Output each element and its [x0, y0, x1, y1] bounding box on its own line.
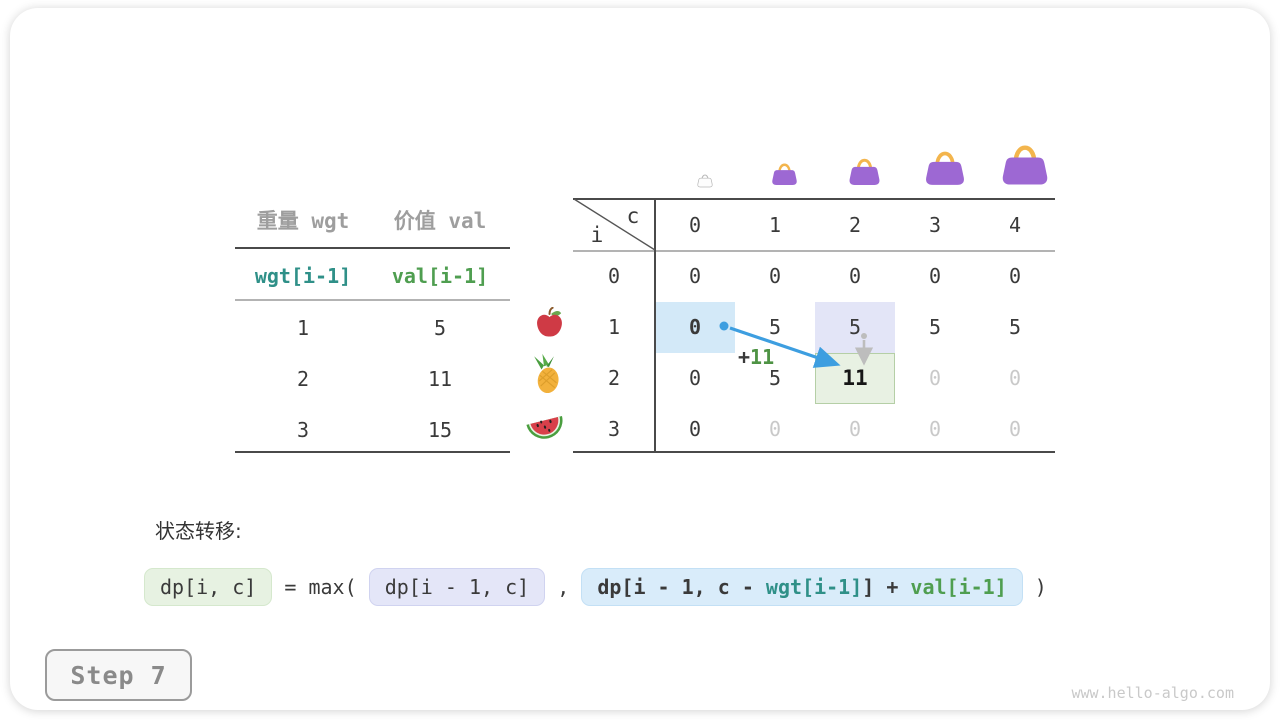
dp-cell: 0 [928, 264, 942, 288]
dp-rule-vertical [654, 198, 656, 453]
bag-icon-m [924, 141, 966, 187]
corner-diagonal [573, 199, 656, 251]
item-table-header-weight: 重量 wgt [256, 209, 350, 233]
bag-icon-l [1000, 133, 1050, 187]
dp-cell: 0 [1008, 366, 1022, 390]
row-header: 3 [607, 417, 621, 441]
item-table-wgt-formula: wgt[i-1] [254, 264, 352, 288]
dp-cell: 0 [768, 417, 782, 441]
dp-cell: 0 [928, 417, 942, 441]
formula-max-open: max( [308, 575, 357, 599]
dp-cell: 0 [848, 264, 862, 288]
formula-lhs-chip: dp[i, c] [144, 568, 273, 606]
dp-rule-header [573, 250, 1055, 252]
dp-cell: 5 [1008, 315, 1022, 339]
dp-cell-source: 0 [688, 315, 702, 339]
row-header: 1 [607, 315, 621, 339]
dp-cell: 0 [688, 417, 702, 441]
item-table-header-value: 价值 val [393, 209, 487, 233]
dp-cell: 0 [688, 264, 702, 288]
col-header: 0 [688, 213, 702, 237]
item-row-wgt: 1 [296, 316, 310, 340]
dp-rule-bottom [573, 451, 1055, 453]
item-row-val: 5 [433, 316, 447, 340]
dp-cell-target: 11 [842, 366, 868, 390]
dp-cell: 0 [848, 417, 862, 441]
dp-cell: 5 [928, 315, 942, 339]
item-row-val: 11 [427, 367, 453, 391]
item-table-rule-mid [235, 299, 510, 301]
transition-heading: 状态转移: [155, 519, 242, 543]
item-row-wgt: 3 [296, 418, 310, 442]
transition-add-label: +11 [738, 345, 775, 369]
item-table-rule-top [235, 247, 510, 249]
formula-wgt-term: wgt[i-1] [765, 575, 863, 599]
col-header: 4 [1008, 213, 1022, 237]
formula-equals [272, 575, 284, 599]
step-badge: Step 7 [45, 649, 192, 701]
dp-rule-top [573, 198, 1055, 200]
step-badge-label: Step 7 [70, 660, 167, 690]
dp-cell: 0 [768, 264, 782, 288]
bag-icon-xs [771, 156, 798, 187]
col-header: 2 [848, 213, 862, 237]
formula-close-paren: ) [1034, 575, 1047, 599]
diagram-card: 重量 wgt 价值 val wgt[i-1] val[i-1] 1 5 2 11… [10, 8, 1270, 710]
formula-val-term: val[i-1] [910, 575, 1007, 599]
apple-icon [534, 307, 565, 338]
pineapple-icon [528, 353, 565, 396]
col-header: 3 [928, 213, 942, 237]
row-header: 0 [607, 264, 621, 288]
formula-comma: , [557, 575, 570, 599]
watermark: www.hello-algo.com [1071, 684, 1234, 702]
corner-row-var: i [590, 223, 604, 247]
dp-cell: 0 [1008, 264, 1022, 288]
formula-arg1-chip: dp[i - 1, c] [368, 568, 546, 606]
corner-col-var: c [626, 204, 640, 228]
dp-cell-compare: 5 [848, 315, 862, 339]
item-table-rule-bottom [235, 451, 510, 453]
col-header: 1 [768, 213, 782, 237]
dp-cell: 5 [768, 366, 782, 390]
empty-bag-icon [697, 170, 713, 188]
dp-cell: 0 [688, 366, 702, 390]
item-row-wgt: 2 [296, 367, 310, 391]
formula-arg2-chip: dp[i - 1, c - wgt[i-1]] + val[i-1] [581, 568, 1023, 606]
watermelon-icon [525, 407, 565, 442]
row-header: 2 [607, 366, 621, 390]
item-row-val: 15 [427, 418, 453, 442]
bag-icon-s [848, 150, 881, 187]
dp-cell: 0 [928, 366, 942, 390]
dp-cell: 0 [1008, 417, 1022, 441]
transition-formula: dp[i, c] = max( dp[i - 1, c] , dp[i - 1,… [144, 568, 1047, 606]
item-table-val-formula: val[i-1] [391, 264, 489, 288]
